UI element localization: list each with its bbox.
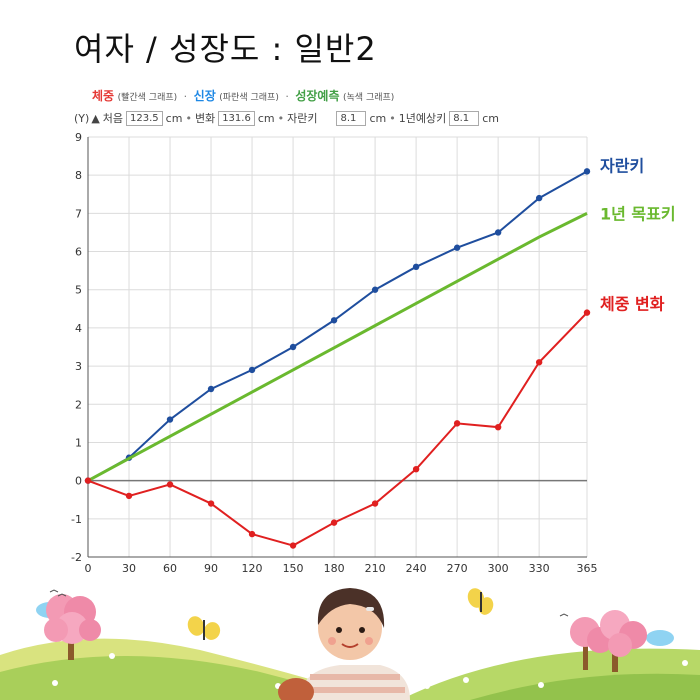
x-tick-label: 330	[529, 562, 550, 575]
x-tick-label: 90	[204, 562, 218, 575]
data-point	[494, 423, 502, 431]
chart-legend: 체중 (빨간색 그래프) · 신장 (파란색 그래프) · 성장예측 (녹색 그…	[92, 87, 394, 104]
predicted-label: 1년예상키	[398, 112, 447, 125]
data-point	[330, 317, 338, 324]
x-tick-label: 150	[283, 562, 304, 575]
legend-separator: ·	[183, 90, 188, 103]
data-point	[248, 530, 256, 538]
change-height-unit: cm	[257, 111, 275, 125]
data-point	[289, 542, 297, 549]
data-point	[289, 343, 297, 351]
bullet-icon: •	[185, 111, 192, 125]
data-point	[453, 420, 461, 427]
growth-field[interactable]: 8.1	[336, 110, 367, 126]
y-tick-label: 3	[75, 360, 82, 373]
y-tick-label: 0	[75, 475, 82, 488]
x-tick-label: 60	[163, 562, 177, 575]
data-point	[494, 229, 502, 236]
arrow-up-icon: ▲	[91, 111, 100, 125]
y-tick-label: 5	[75, 284, 82, 297]
data-point	[330, 519, 338, 526]
legend-separator: ·	[285, 90, 289, 103]
x-tick-label: 210	[365, 562, 386, 575]
data-point	[583, 168, 591, 175]
data-point	[248, 366, 256, 374]
x-tick-label: 300	[488, 562, 509, 575]
change-height-label: 변화	[194, 112, 216, 125]
legend-prediction-label: 성장예측	[295, 89, 340, 103]
x-tick-label: 270	[447, 562, 468, 575]
initial-height-field[interactable]: 123.5	[126, 110, 163, 126]
y-tick-label: 1	[75, 436, 82, 449]
change-height-field[interactable]: 131.6	[218, 110, 255, 126]
child-illustration	[278, 588, 410, 700]
x-tick-label: 240	[406, 562, 427, 575]
butterfly-icon	[467, 588, 494, 615]
y-tick-label: -2	[71, 551, 82, 564]
series-label: 자란키	[600, 156, 644, 175]
y-tick-label: 9	[75, 131, 82, 144]
data-point	[371, 500, 379, 507]
data-point	[125, 492, 133, 500]
y-tick-label: 4	[75, 322, 82, 335]
legend-height-note: (파란색 그래프)	[219, 93, 279, 103]
bullet-icon: •	[389, 111, 396, 125]
x-tick-label: 365	[577, 562, 598, 575]
growth-unit: cm	[369, 111, 387, 125]
y-unit-label: (Y)	[74, 111, 90, 125]
predicted-field[interactable]: 8.1	[449, 110, 480, 126]
legend-weight-note: (빨간색 그래프)	[117, 93, 178, 103]
data-point	[412, 465, 420, 473]
data-point	[535, 359, 543, 366]
legend-weight-label: 체중	[92, 89, 115, 103]
series-label: 1년 목표키	[600, 204, 676, 223]
legend-prediction-note: (녹색 그래프)	[343, 93, 395, 103]
data-point	[84, 477, 92, 484]
blossom-tree-icon	[36, 589, 101, 660]
x-tick-label: 0	[85, 562, 92, 575]
butterfly-icon	[187, 616, 221, 640]
data-point	[207, 385, 215, 393]
series-line-2	[87, 212, 588, 482]
y-tick-label: 7	[75, 207, 82, 220]
data-point	[207, 500, 215, 507]
x-tick-label: 120	[242, 562, 263, 575]
data-point	[371, 286, 379, 293]
series-label: 체중 변화	[600, 295, 665, 314]
initial-height-unit: cm	[165, 111, 183, 125]
bullet-icon: •	[277, 111, 285, 125]
blossom-tree-icon	[559, 610, 674, 672]
data-point	[166, 416, 174, 423]
value-controls: (Y) ▲ 처음 123.5 cm • 변화 131.6 cm • 자란키 8.…	[74, 110, 499, 126]
y-tick-label: 6	[75, 246, 82, 259]
predicted-unit: cm	[482, 111, 499, 125]
data-point	[583, 309, 591, 316]
x-tick-label: 180	[324, 562, 345, 575]
x-tick-label: 30	[122, 562, 136, 575]
y-tick-label: -1	[71, 513, 82, 526]
initial-height-label: 처음	[102, 112, 124, 125]
page-title: 여자 / 성장도 : 일반2	[74, 30, 377, 68]
y-tick-label: 2	[75, 398, 82, 411]
data-point	[535, 194, 543, 202]
growth-label: 자란키	[287, 112, 318, 125]
legend-height-label: 신장	[193, 89, 216, 103]
data-point	[453, 244, 461, 251]
data-point	[412, 263, 420, 271]
data-point	[166, 481, 174, 488]
y-tick-label: 8	[75, 169, 82, 182]
